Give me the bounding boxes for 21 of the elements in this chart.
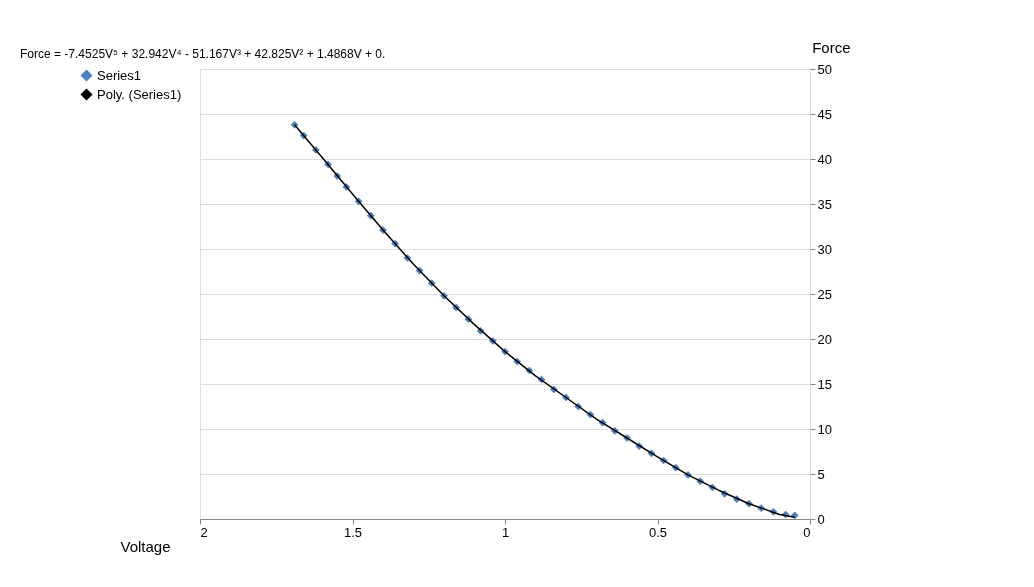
x-tick-label: 0	[803, 524, 811, 540]
y-tick-label: 15	[817, 376, 832, 392]
x-tick-label: 2	[200, 524, 208, 540]
text: Force = -7.4525V⁵ + 32.942V⁴ - 51.167V³ + 42.825V² + 1.4868V + 0.	[20, 47, 386, 61]
x-tick-label: 0.5	[648, 524, 668, 540]
y-axis-title: Force	[812, 38, 851, 56]
y-tick-label: 35	[817, 196, 832, 212]
legend-label: Series1	[97, 67, 142, 83]
y-tick-label: 40	[817, 151, 832, 167]
y-tick-label: 30	[817, 241, 832, 257]
x-tick-label: 1	[501, 524, 510, 540]
y-tick-label: 25	[817, 286, 832, 302]
legend-label: Poly. (Series1)	[97, 86, 182, 102]
x-axis-title: Voltage	[120, 537, 171, 555]
y-tick-label: 20	[817, 331, 832, 347]
x-tick-label: 1.5	[343, 524, 363, 540]
y-tick-label: 5	[817, 466, 825, 482]
y-tick-label: 45	[817, 106, 832, 122]
y-tick-label: 10	[817, 421, 832, 437]
y-tick-label: 50	[817, 61, 832, 77]
y-tick-label: 0	[817, 511, 825, 527]
